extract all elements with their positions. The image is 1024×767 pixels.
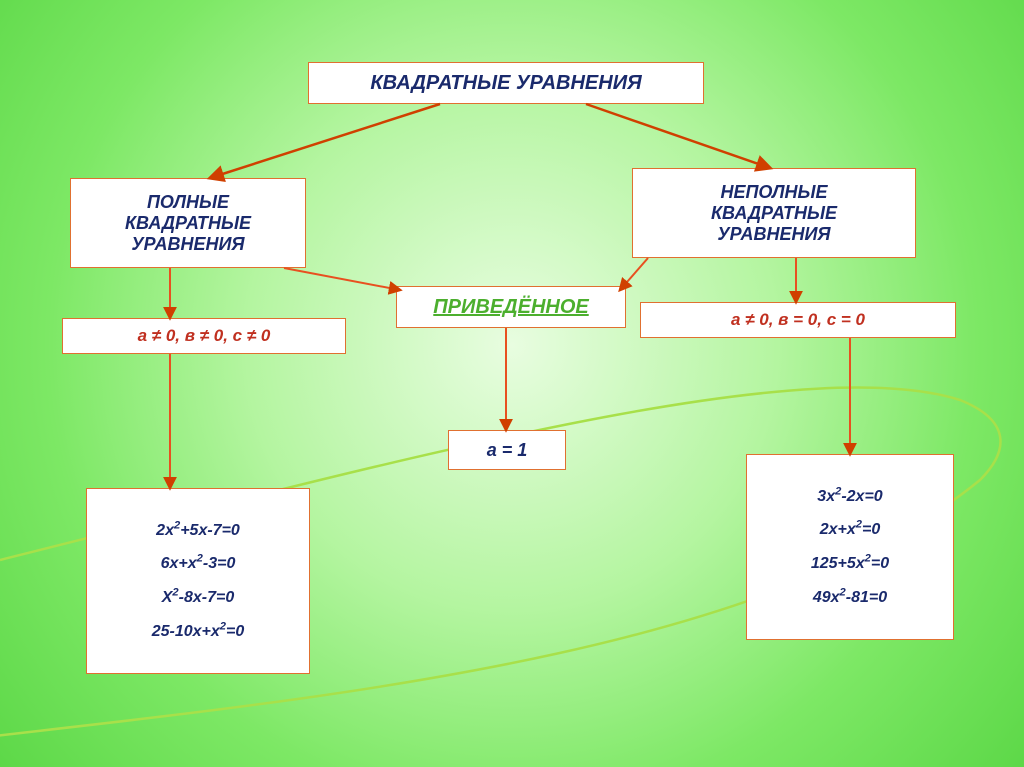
right-line-1: КВАДРАТНЫЕ [711, 203, 837, 224]
right-condition-box: а ≠ 0, в = 0, с = 0 [640, 302, 956, 338]
right-category-box: НЕПОЛНЫЕ КВАДРАТНЫЕ УРАВНЕНИЯ [632, 168, 916, 258]
right-line-2: УРАВНЕНИЯ [717, 224, 830, 245]
center-box: ПРИВЕДЁННОЕ [396, 286, 626, 328]
equation-line: 125+5х2=0 [811, 547, 889, 581]
right-equations-box: 3х2-2х=02х+х2=0125+5х2=049х2-81=0 [746, 454, 954, 640]
equation-line: 2х2+5х-7=0 [156, 514, 240, 548]
a-equals-one-box: а = 1 [448, 430, 566, 470]
left-category-box: ПОЛНЫЕ КВАДРАТНЫЕ УРАВНЕНИЯ [70, 178, 306, 268]
equation-line: 25-10х+х2=0 [152, 615, 245, 649]
center-text: ПРИВЕДЁННОЕ [433, 296, 588, 319]
equation-line: 6х+х2-3=0 [161, 547, 236, 581]
equation-line: Х2-8х-7=0 [162, 581, 235, 615]
left-line-0: ПОЛНЫЕ [147, 192, 229, 213]
equation-line: 2х+х2=0 [820, 513, 881, 547]
left-equations-box: 2х2+5х-7=06х+х2-3=0Х2-8х-7=025-10х+х2=0 [86, 488, 310, 674]
equation-line: 3х2-2х=0 [817, 480, 882, 514]
equation-line: 49х2-81=0 [813, 581, 887, 615]
a-equals-one-text: а = 1 [487, 440, 528, 461]
left-condition-box: а ≠ 0, в ≠ 0, с ≠ 0 [62, 318, 346, 354]
left-condition-text: а ≠ 0, в ≠ 0, с ≠ 0 [138, 326, 271, 346]
right-line-0: НЕПОЛНЫЕ [720, 182, 827, 203]
title-text: КВАДРАТНЫЕ УРАВНЕНИЯ [370, 72, 641, 95]
right-condition-text: а ≠ 0, в = 0, с = 0 [731, 310, 865, 330]
left-line-1: КВАДРАТНЫЕ [125, 213, 251, 234]
title-box: КВАДРАТНЫЕ УРАВНЕНИЯ [308, 62, 704, 104]
left-line-2: УРАВНЕНИЯ [131, 234, 244, 255]
